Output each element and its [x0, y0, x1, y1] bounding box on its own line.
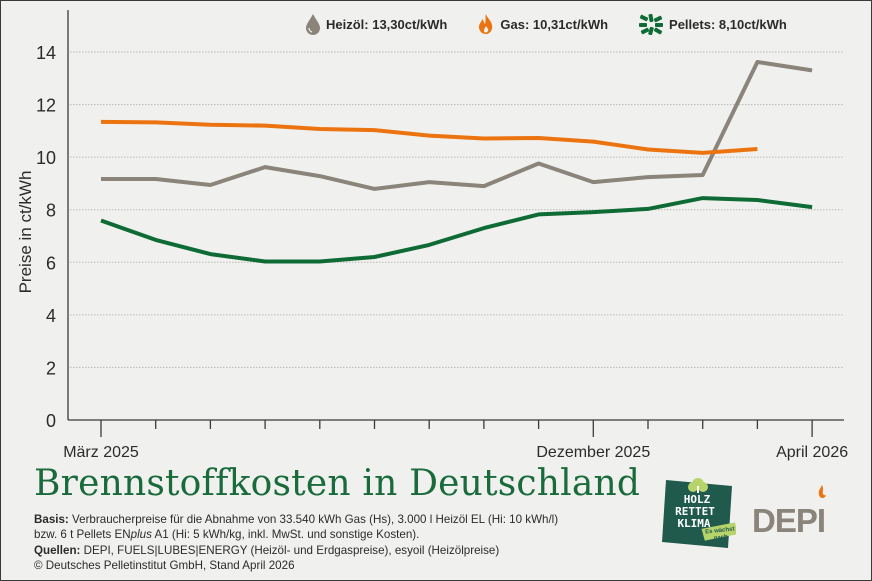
logo-text-rettet: RETTET	[675, 505, 715, 518]
legend: Heizöl: 13,30ct/kWh Gas: 10,31ct/kWh Pel…	[305, 10, 817, 38]
basis-label: Basis:	[34, 513, 69, 526]
basis-text-2c: A1 (Hi: 5 kWh/kg, inkl. MwSt. und sonsti…	[151, 528, 420, 542]
legend-item-heizoel: Heizöl: 13,30ct/kWh	[305, 13, 447, 35]
series-group	[100, 60, 813, 264]
copyright-note: © Deutsches Pelletinstitut GmbH, Stand A…	[34, 558, 295, 572]
x-tick-label: Dezember 2025	[536, 444, 650, 461]
y-tick-label: 0	[46, 411, 56, 431]
legend-item-pellets: Pellets: 8,10ct/kWh	[638, 13, 787, 35]
y-tick-label: 12	[36, 96, 56, 116]
logo-text-klima: KLIMA	[677, 517, 710, 530]
basis-text-2a: bzw. 6 t Pellets EN	[34, 528, 131, 542]
legend-item-gas: Gas: 10,31ct/kWh	[477, 13, 608, 35]
footnotes: Basis: Verbraucherpreise für die Abnahme…	[34, 512, 674, 573]
pellets-icon	[639, 13, 664, 35]
basis-text-2b: plus	[130, 528, 152, 542]
oil-drop-icon	[306, 14, 320, 35]
tree-icon	[688, 478, 708, 493]
y-tick-label: 6	[46, 253, 56, 273]
sources-note: Quellen: DEPI, FUELS|LUBES|ENERGY (Heizö…	[34, 543, 674, 558]
logo-tag	[701, 522, 736, 541]
x-tick-label: März 2025	[63, 444, 139, 461]
basis-note: Basis: Verbraucherpreise für die Abnahme…	[34, 512, 674, 527]
y-tick-label: 4	[46, 306, 56, 326]
y-tick-label: 14	[36, 43, 56, 63]
basis-note-line2: bzw. 6 t Pellets ENplus A1 (Hi: 5 kWh/kg…	[34, 527, 674, 542]
y-axis-title: Preise in ct/kWh	[16, 170, 35, 294]
depi-flame-icon	[818, 485, 826, 498]
series-line-pellets	[100, 196, 813, 264]
sources-label: Quellen:	[34, 543, 81, 557]
series-line-heizoel	[101, 60, 813, 191]
y-tick-label: 2	[46, 358, 56, 378]
x-tick-label: April 2026	[776, 444, 848, 461]
logo-tag-text-2: nach	[714, 534, 729, 541]
sources-text: DEPI, FUELS|LUBES|ENERGY (Heizöl- und Er…	[80, 543, 500, 557]
x-axis-ticks: März 2025 Dezember 2025 April 2026	[63, 420, 848, 461]
y-axis-ticks: 0 2 4 6 8 10 12 14	[36, 43, 56, 431]
line-chart: 0 2 4 6 8 10 12 14 März 2025 Dezember 2025 April …	[36, 10, 848, 461]
series-line-gas	[100, 119, 758, 155]
logo-tag-text-1: Es wächst	[705, 526, 735, 535]
depi-logo-text: DEPI	[752, 502, 825, 534]
y-tick-label: 8	[46, 201, 56, 221]
y-tick-label: 10	[36, 148, 56, 168]
legend-label-pellets: Pellets: 8,10ct/kWh	[669, 16, 787, 32]
infographic-title: Brennstoffkosten in Deutschland	[34, 463, 641, 504]
basis-text-1: Verbraucherpreise für die Abnahme von 33…	[68, 513, 559, 526]
flame-icon	[479, 14, 493, 34]
legend-label-gas: Gas: 10,31ct/kWh	[500, 16, 609, 32]
holz-rettet-klima-logo: HOLZ RETTET KLIMA Es wächst nach	[662, 478, 736, 548]
depi-logo: DEPI	[752, 485, 826, 534]
legend-label-heizoel: Heizöl: 13,30ct/kWh	[326, 16, 448, 32]
logo-text-holz: HOLZ	[684, 493, 711, 506]
grid-lines	[70, 51, 844, 368]
